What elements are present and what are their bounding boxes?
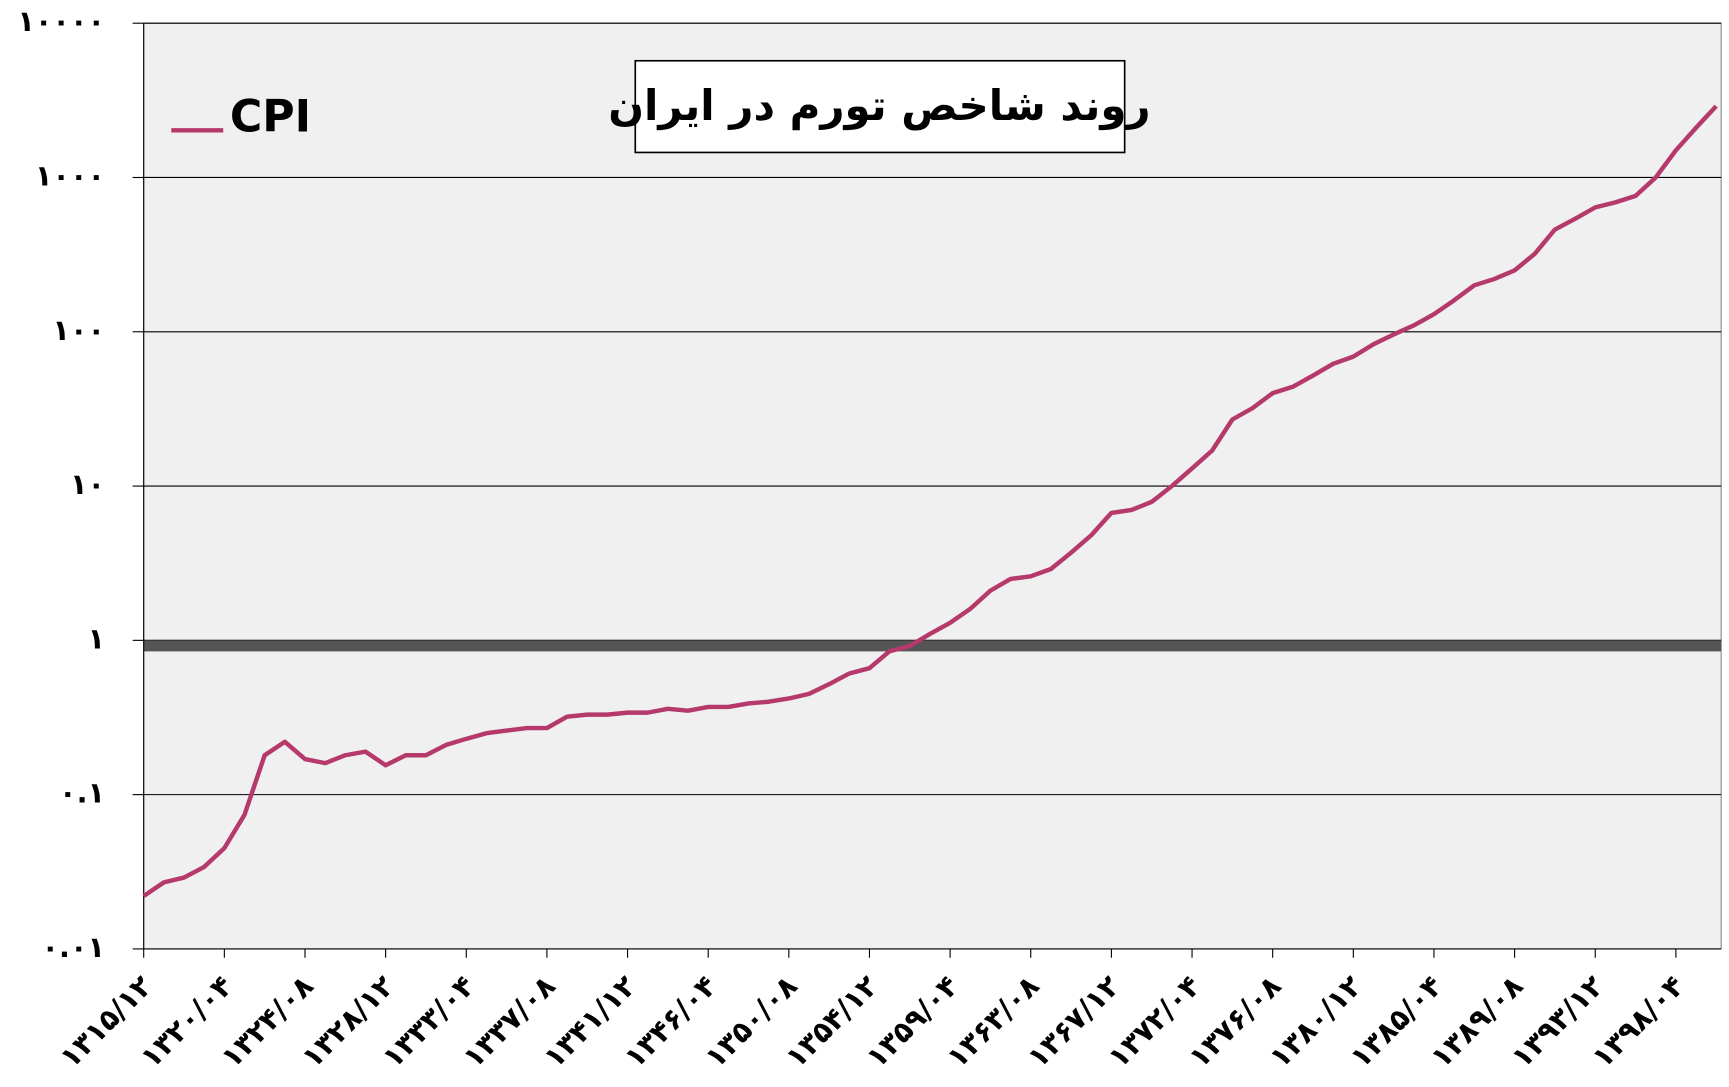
y-tick-label: ۱۰۰۰ — [35, 158, 105, 192]
line — [142, 104, 1718, 898]
y-tick-label: ۰.۰۱ — [42, 930, 106, 964]
y-tick-label: ۱۰ — [70, 467, 105, 501]
category-axis — [143, 640, 1722, 652]
title-box — [634, 59, 1126, 154]
y-tick-label: ۰.۱ — [59, 776, 105, 810]
y-tick-label: ۱ — [88, 621, 106, 655]
legend-label: CPI — [230, 91, 311, 142]
y-tick-label: ۱۰۰۰۰ — [17, 4, 105, 38]
y-tick-label: ۱۰۰ — [52, 313, 105, 347]
chart-title: روند شاخص تورم در ایران — [608, 81, 1150, 131]
